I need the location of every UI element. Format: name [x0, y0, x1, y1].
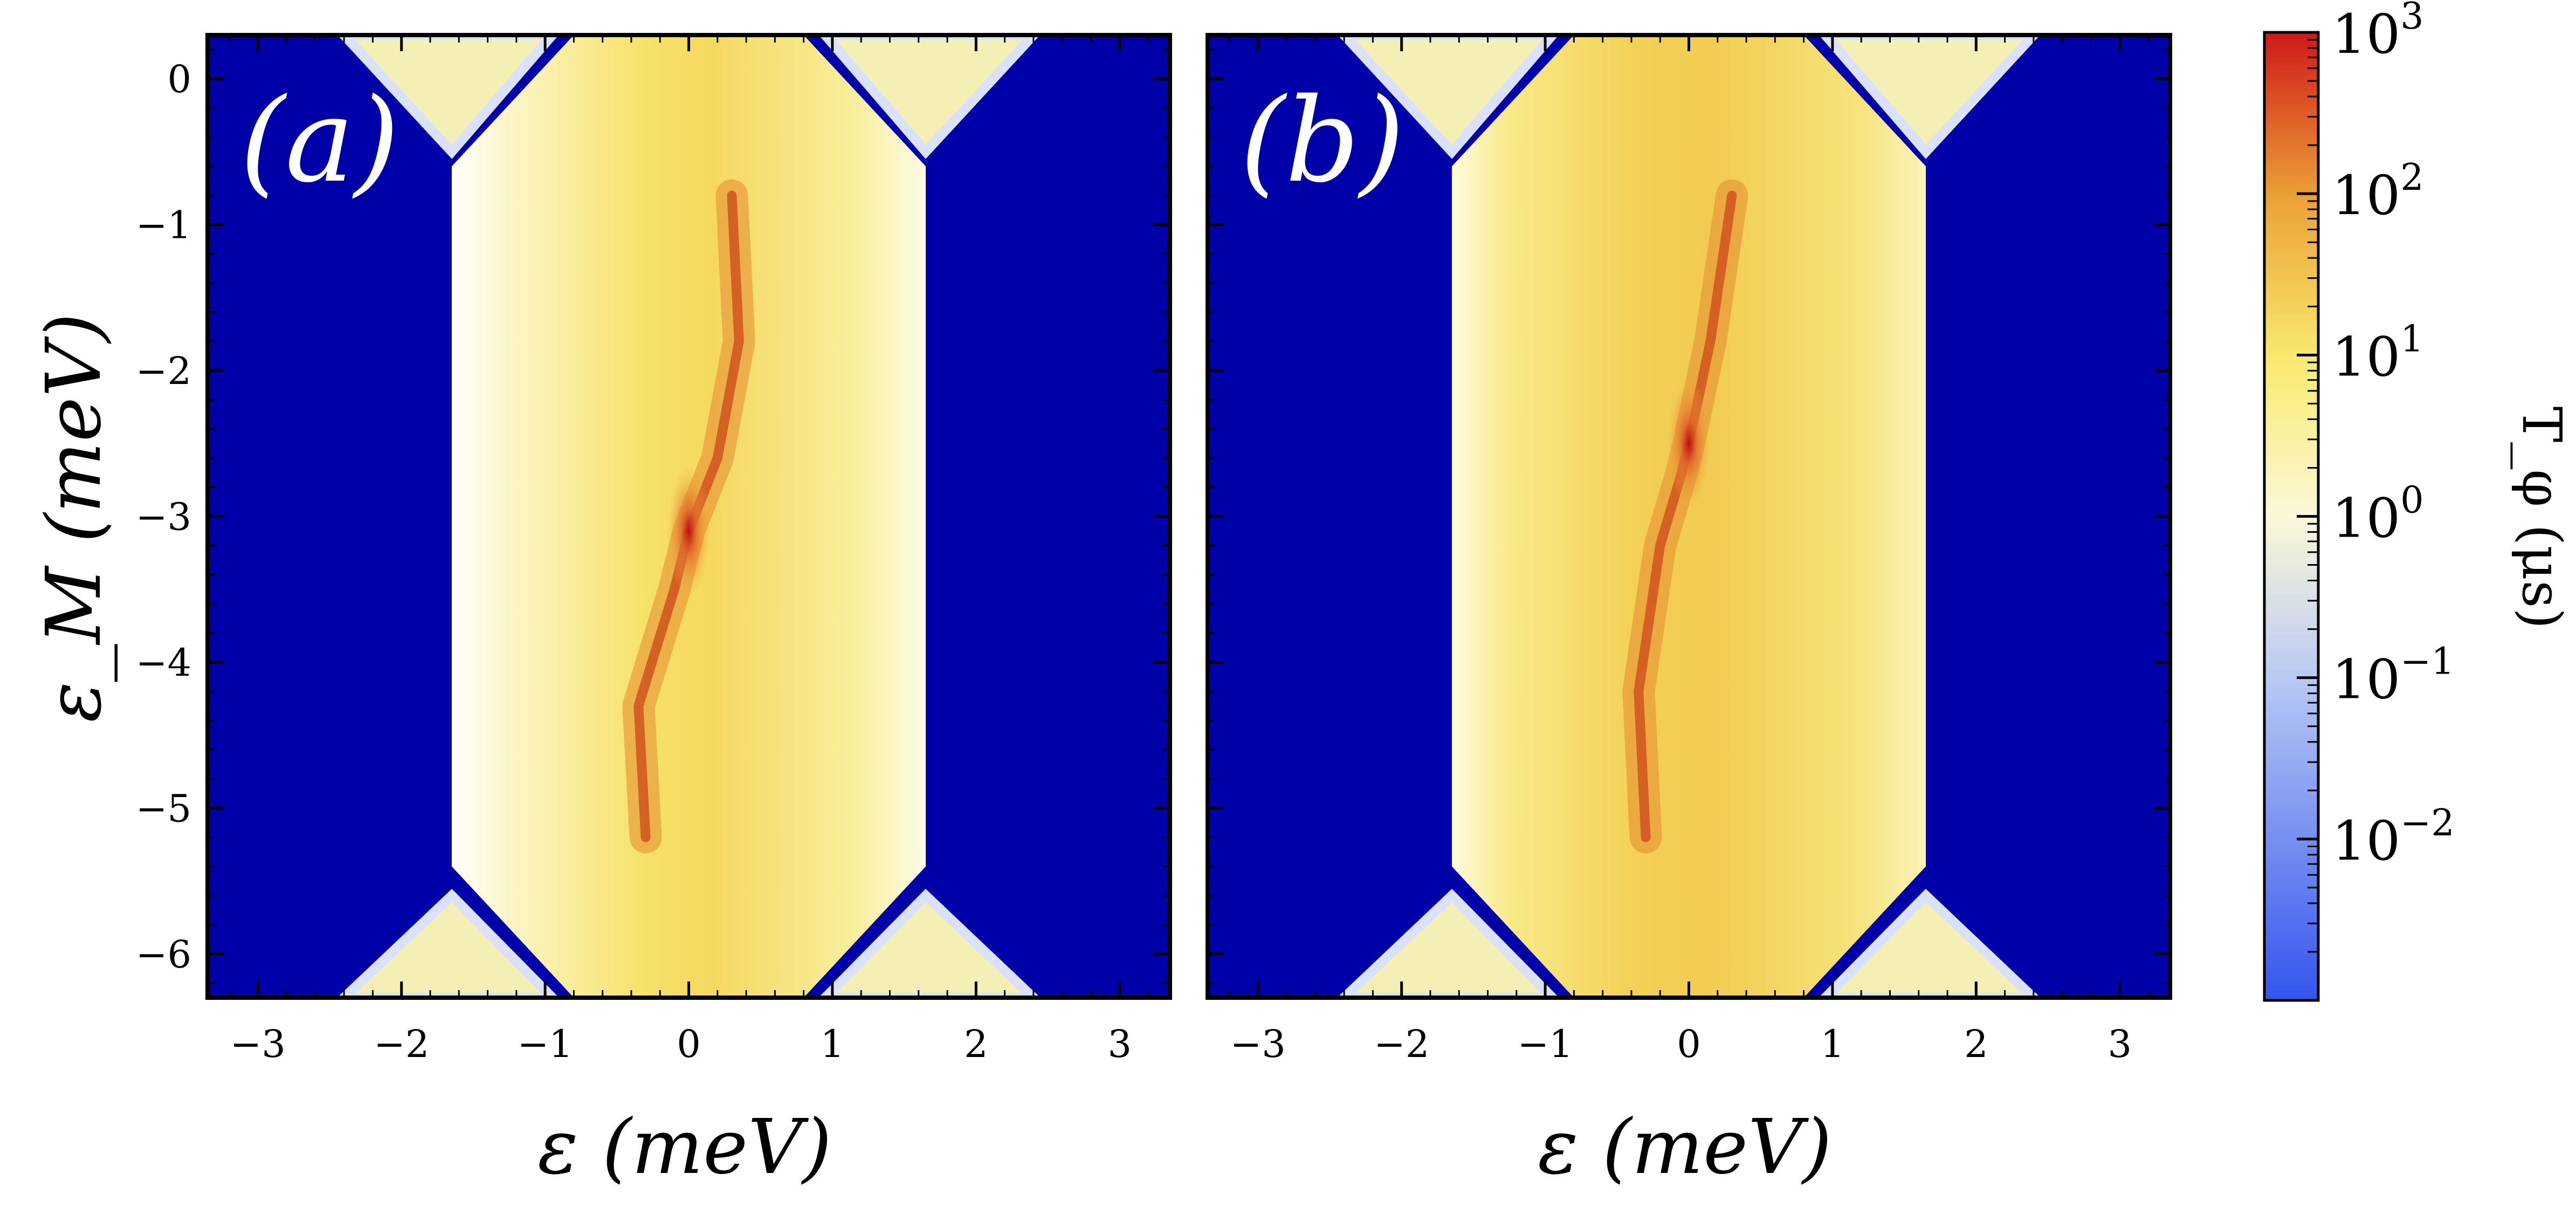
colorbar-tick-label: 100 — [2332, 479, 2424, 550]
peak-marker — [667, 466, 711, 596]
x-axis-title-b: ε (meV) — [1538, 1103, 1832, 1191]
central-band — [1451, 35, 1926, 998]
colorbar-tick-label: 101 — [2332, 318, 2424, 388]
y-tick-label: 0 — [167, 57, 191, 101]
x-tick-label: −1 — [517, 1022, 573, 1066]
y-tick-label: −2 — [136, 349, 191, 393]
x-tick-label: 3 — [1107, 1022, 1132, 1066]
y-tick-label: −1 — [136, 203, 191, 248]
y-tick-label: −5 — [136, 786, 191, 830]
y-tick-label: −4 — [136, 641, 191, 685]
colorbar-tick-label: 10−1 — [2332, 641, 2455, 711]
corner-region-0 — [1337, 35, 1559, 159]
corner-region-1 — [1819, 35, 2041, 159]
x-tick-label: −2 — [374, 1022, 429, 1066]
corner-region-2 — [1337, 889, 1560, 998]
colorbar-tick-label: 102 — [2332, 156, 2424, 227]
x-tick-label: 1 — [1821, 1022, 1845, 1066]
x-tick-label: −1 — [1517, 1022, 1573, 1066]
corner-region-0 — [337, 35, 559, 159]
peak-marker — [1667, 379, 1711, 509]
panel-label: (a) — [240, 73, 400, 208]
colorbar: 103 102 101 100 10−1 10−2 T_φ (μs) — [2263, 0, 2573, 1002]
panel-label: (b) — [1240, 73, 1404, 208]
x-axis-title-a: ε (meV) — [538, 1103, 832, 1191]
x-tick-label: 3 — [2107, 1022, 2132, 1066]
corner-region-1 — [818, 35, 1041, 159]
x-tick-label: −2 — [1374, 1022, 1429, 1066]
y-tick-label: −3 — [136, 495, 191, 539]
y-tick-label: −6 — [136, 932, 191, 977]
x-tick-label: 2 — [1964, 1022, 1988, 1066]
colorbar-tick-label: 10−2 — [2332, 802, 2455, 873]
x-tick-label: 2 — [964, 1022, 988, 1066]
corner-region-2 — [337, 889, 560, 998]
panel-b: −3 −2 −1 0 1 2 3 (b) — [1206, 33, 2172, 1066]
corner-region-3 — [1818, 889, 2041, 998]
colorbar-tick-label: 103 — [2332, 0, 2424, 66]
corner-region-3 — [818, 889, 1041, 998]
y-axis-title: ε_M (meV) — [30, 313, 118, 723]
colorbar-label: T_φ (μs) — [2510, 407, 2573, 629]
x-tick-label: −3 — [230, 1022, 286, 1066]
x-tick-label: −3 — [1230, 1022, 1286, 1066]
panel-a: −3 −2 −1 0 1 2 3 0 −1 −2 −3 −4 −5 −6 (a) — [136, 33, 1172, 1066]
x-tick-label: 0 — [1677, 1022, 1701, 1066]
x-tick-label: 0 — [677, 1022, 701, 1066]
x-tick-label: 1 — [821, 1022, 845, 1066]
